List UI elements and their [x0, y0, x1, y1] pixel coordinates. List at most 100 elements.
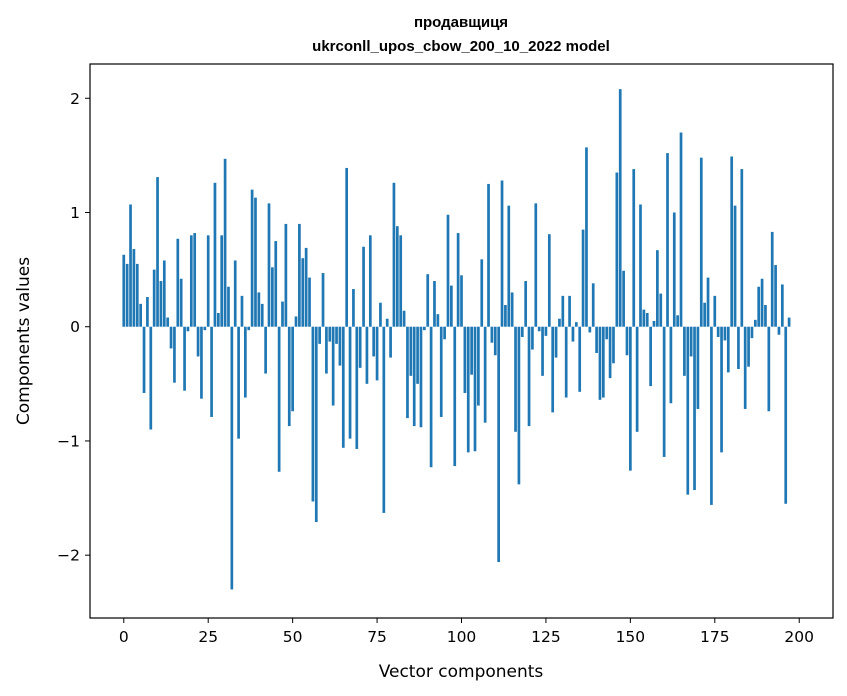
bar — [179, 278, 183, 327]
bar — [601, 326, 605, 398]
bar — [656, 250, 659, 327]
bar — [213, 182, 217, 327]
bar — [554, 326, 558, 358]
bar — [271, 267, 274, 327]
bar — [639, 204, 642, 327]
bar — [220, 235, 224, 327]
bar — [389, 326, 392, 358]
bar — [551, 326, 555, 413]
bar — [173, 326, 176, 383]
bar — [787, 317, 791, 327]
bar — [125, 263, 129, 327]
bar — [618, 89, 622, 327]
bar — [139, 303, 143, 327]
bar — [767, 326, 771, 412]
bar — [777, 326, 781, 335]
bar — [122, 254, 126, 327]
x-axis-ticks: 0 25 50 75 100 125 150 175 200 — [119, 618, 814, 646]
bar — [382, 326, 386, 513]
bar — [716, 326, 720, 337]
bar — [524, 281, 528, 327]
bar — [227, 286, 230, 327]
bar — [541, 326, 544, 376]
bar — [608, 326, 612, 379]
bar — [504, 305, 507, 327]
bar — [193, 233, 197, 327]
bar — [412, 326, 416, 427]
bar — [669, 326, 673, 404]
x-tick-label: 25 — [198, 628, 218, 646]
bar — [395, 226, 399, 327]
bar — [409, 326, 413, 376]
bar — [247, 326, 251, 331]
bar — [683, 326, 686, 376]
bar — [666, 153, 669, 327]
bar — [281, 301, 284, 327]
y-tick-label: 1 — [70, 204, 80, 222]
bar — [784, 326, 788, 504]
bar — [311, 326, 315, 502]
bar — [264, 326, 267, 374]
bar — [203, 326, 207, 331]
bar — [615, 172, 619, 327]
bar — [453, 326, 457, 467]
bar — [743, 326, 747, 409]
bar — [480, 259, 484, 327]
bar — [737, 326, 740, 369]
bar — [507, 205, 511, 327]
bar — [159, 281, 163, 327]
bar — [568, 295, 571, 327]
bar — [757, 286, 761, 327]
bar — [355, 326, 359, 449]
chart-title-line2: ukrconll_upos_cbow_200_10_2022 model — [312, 38, 610, 55]
bar — [706, 277, 710, 327]
bar — [365, 326, 369, 384]
bar — [487, 183, 490, 327]
bar — [544, 326, 548, 336]
bar — [308, 277, 311, 327]
bar — [520, 326, 524, 337]
bar — [514, 326, 517, 432]
bar — [585, 147, 588, 327]
bar — [517, 326, 521, 485]
bar — [385, 318, 389, 327]
bar — [460, 275, 463, 327]
bars-group — [122, 89, 791, 590]
bar — [699, 157, 703, 327]
bar — [527, 326, 531, 427]
bar — [713, 295, 717, 327]
bar — [679, 132, 683, 327]
bar — [135, 263, 139, 327]
bar — [774, 265, 777, 327]
bar — [331, 326, 335, 406]
chart-title-line1: продавщиця — [414, 14, 508, 31]
y-tick-label: 0 — [70, 318, 80, 336]
y-axis-label: Components values — [14, 257, 34, 425]
y-tick-label: −1 — [57, 432, 80, 450]
bar — [490, 326, 494, 343]
bar — [497, 326, 500, 563]
bar — [595, 326, 598, 353]
bar — [169, 326, 173, 349]
bar — [149, 326, 153, 430]
bar — [625, 326, 629, 356]
bar — [152, 269, 156, 327]
bar — [298, 223, 301, 327]
bar — [210, 326, 213, 417]
bar — [375, 326, 379, 381]
bar — [629, 326, 632, 471]
bar — [406, 326, 409, 419]
bar — [689, 326, 693, 357]
bar — [348, 326, 352, 439]
bar — [291, 326, 294, 412]
bar — [287, 326, 291, 427]
bar — [328, 326, 332, 342]
bar — [304, 247, 308, 327]
bar — [466, 326, 470, 453]
bar — [186, 326, 190, 332]
bar — [726, 326, 730, 373]
bar — [402, 310, 406, 327]
bar — [730, 156, 734, 327]
bar — [260, 303, 264, 327]
